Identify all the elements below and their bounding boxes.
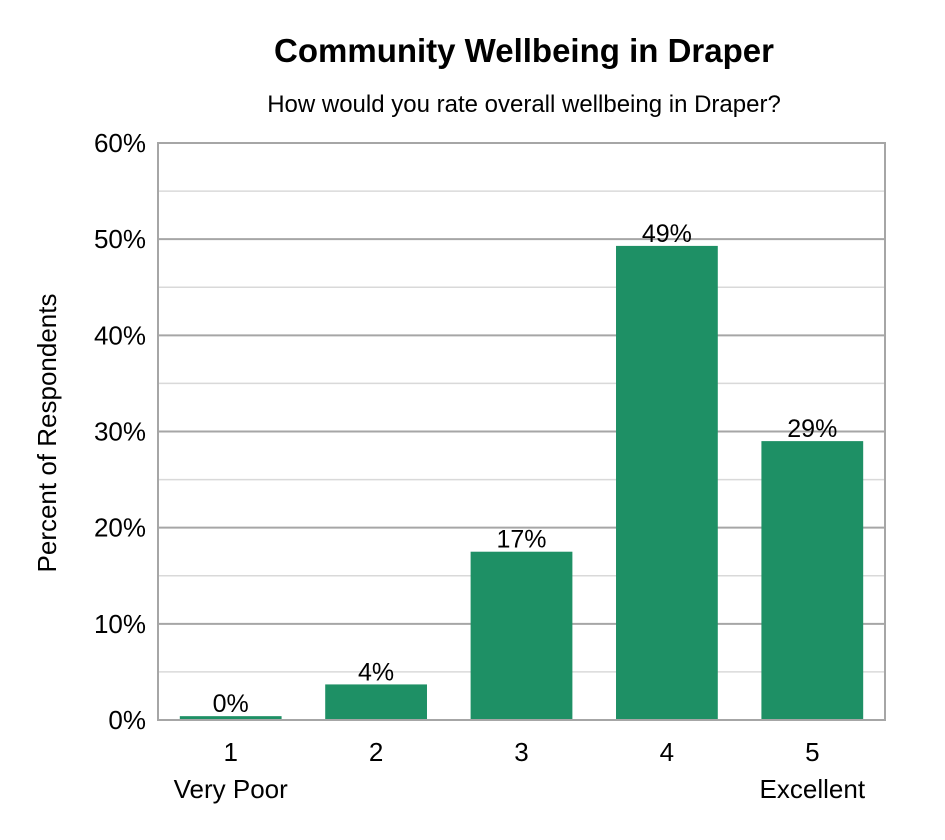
x-tick-label: 3 — [514, 737, 528, 767]
y-tick-label: 0% — [108, 705, 146, 735]
bar — [179, 716, 282, 720]
bar-data-label: 17% — [496, 526, 546, 554]
data-labels: 0% 4% 17% 49% 29% — [213, 220, 838, 718]
y-tick-label: 10% — [94, 609, 146, 639]
y-tick-label: 50% — [94, 224, 146, 254]
x-tick-sublabel: Very Poor — [174, 774, 289, 804]
y-tick-label: 60% — [94, 128, 146, 158]
bar-data-label: 0% — [213, 690, 249, 718]
x-tick-label: 2 — [369, 737, 383, 767]
bar — [325, 684, 427, 720]
bar-data-label: 4% — [358, 658, 394, 686]
x-tick-label: 1 — [223, 737, 237, 767]
x-tick-label: 5 — [805, 737, 819, 767]
y-axis-ticks: 0% 10% 20% 30% 40% 50% 60% — [94, 128, 146, 735]
bar — [470, 551, 573, 720]
y-tick-label: 40% — [94, 320, 146, 350]
bar-series — [179, 245, 864, 721]
bar-data-label: 29% — [787, 415, 837, 443]
chart-title: Community Wellbeing in Draper — [274, 32, 774, 69]
y-axis-label: Percent of Respondents — [32, 294, 62, 573]
bar — [616, 245, 718, 721]
bar — [761, 441, 864, 720]
chart-subtitle: How would you rate overall wellbeing in … — [267, 91, 781, 118]
y-tick-label: 20% — [94, 513, 146, 543]
plot-frame — [157, 142, 886, 721]
x-axis-ticks: 1 Very Poor 2 3 4 5 Excellent — [174, 737, 866, 804]
x-tick-sublabel: Excellent — [760, 774, 866, 804]
bar-data-label: 49% — [642, 220, 692, 248]
x-tick-label: 4 — [660, 737, 674, 767]
y-tick-label: 30% — [94, 417, 146, 447]
